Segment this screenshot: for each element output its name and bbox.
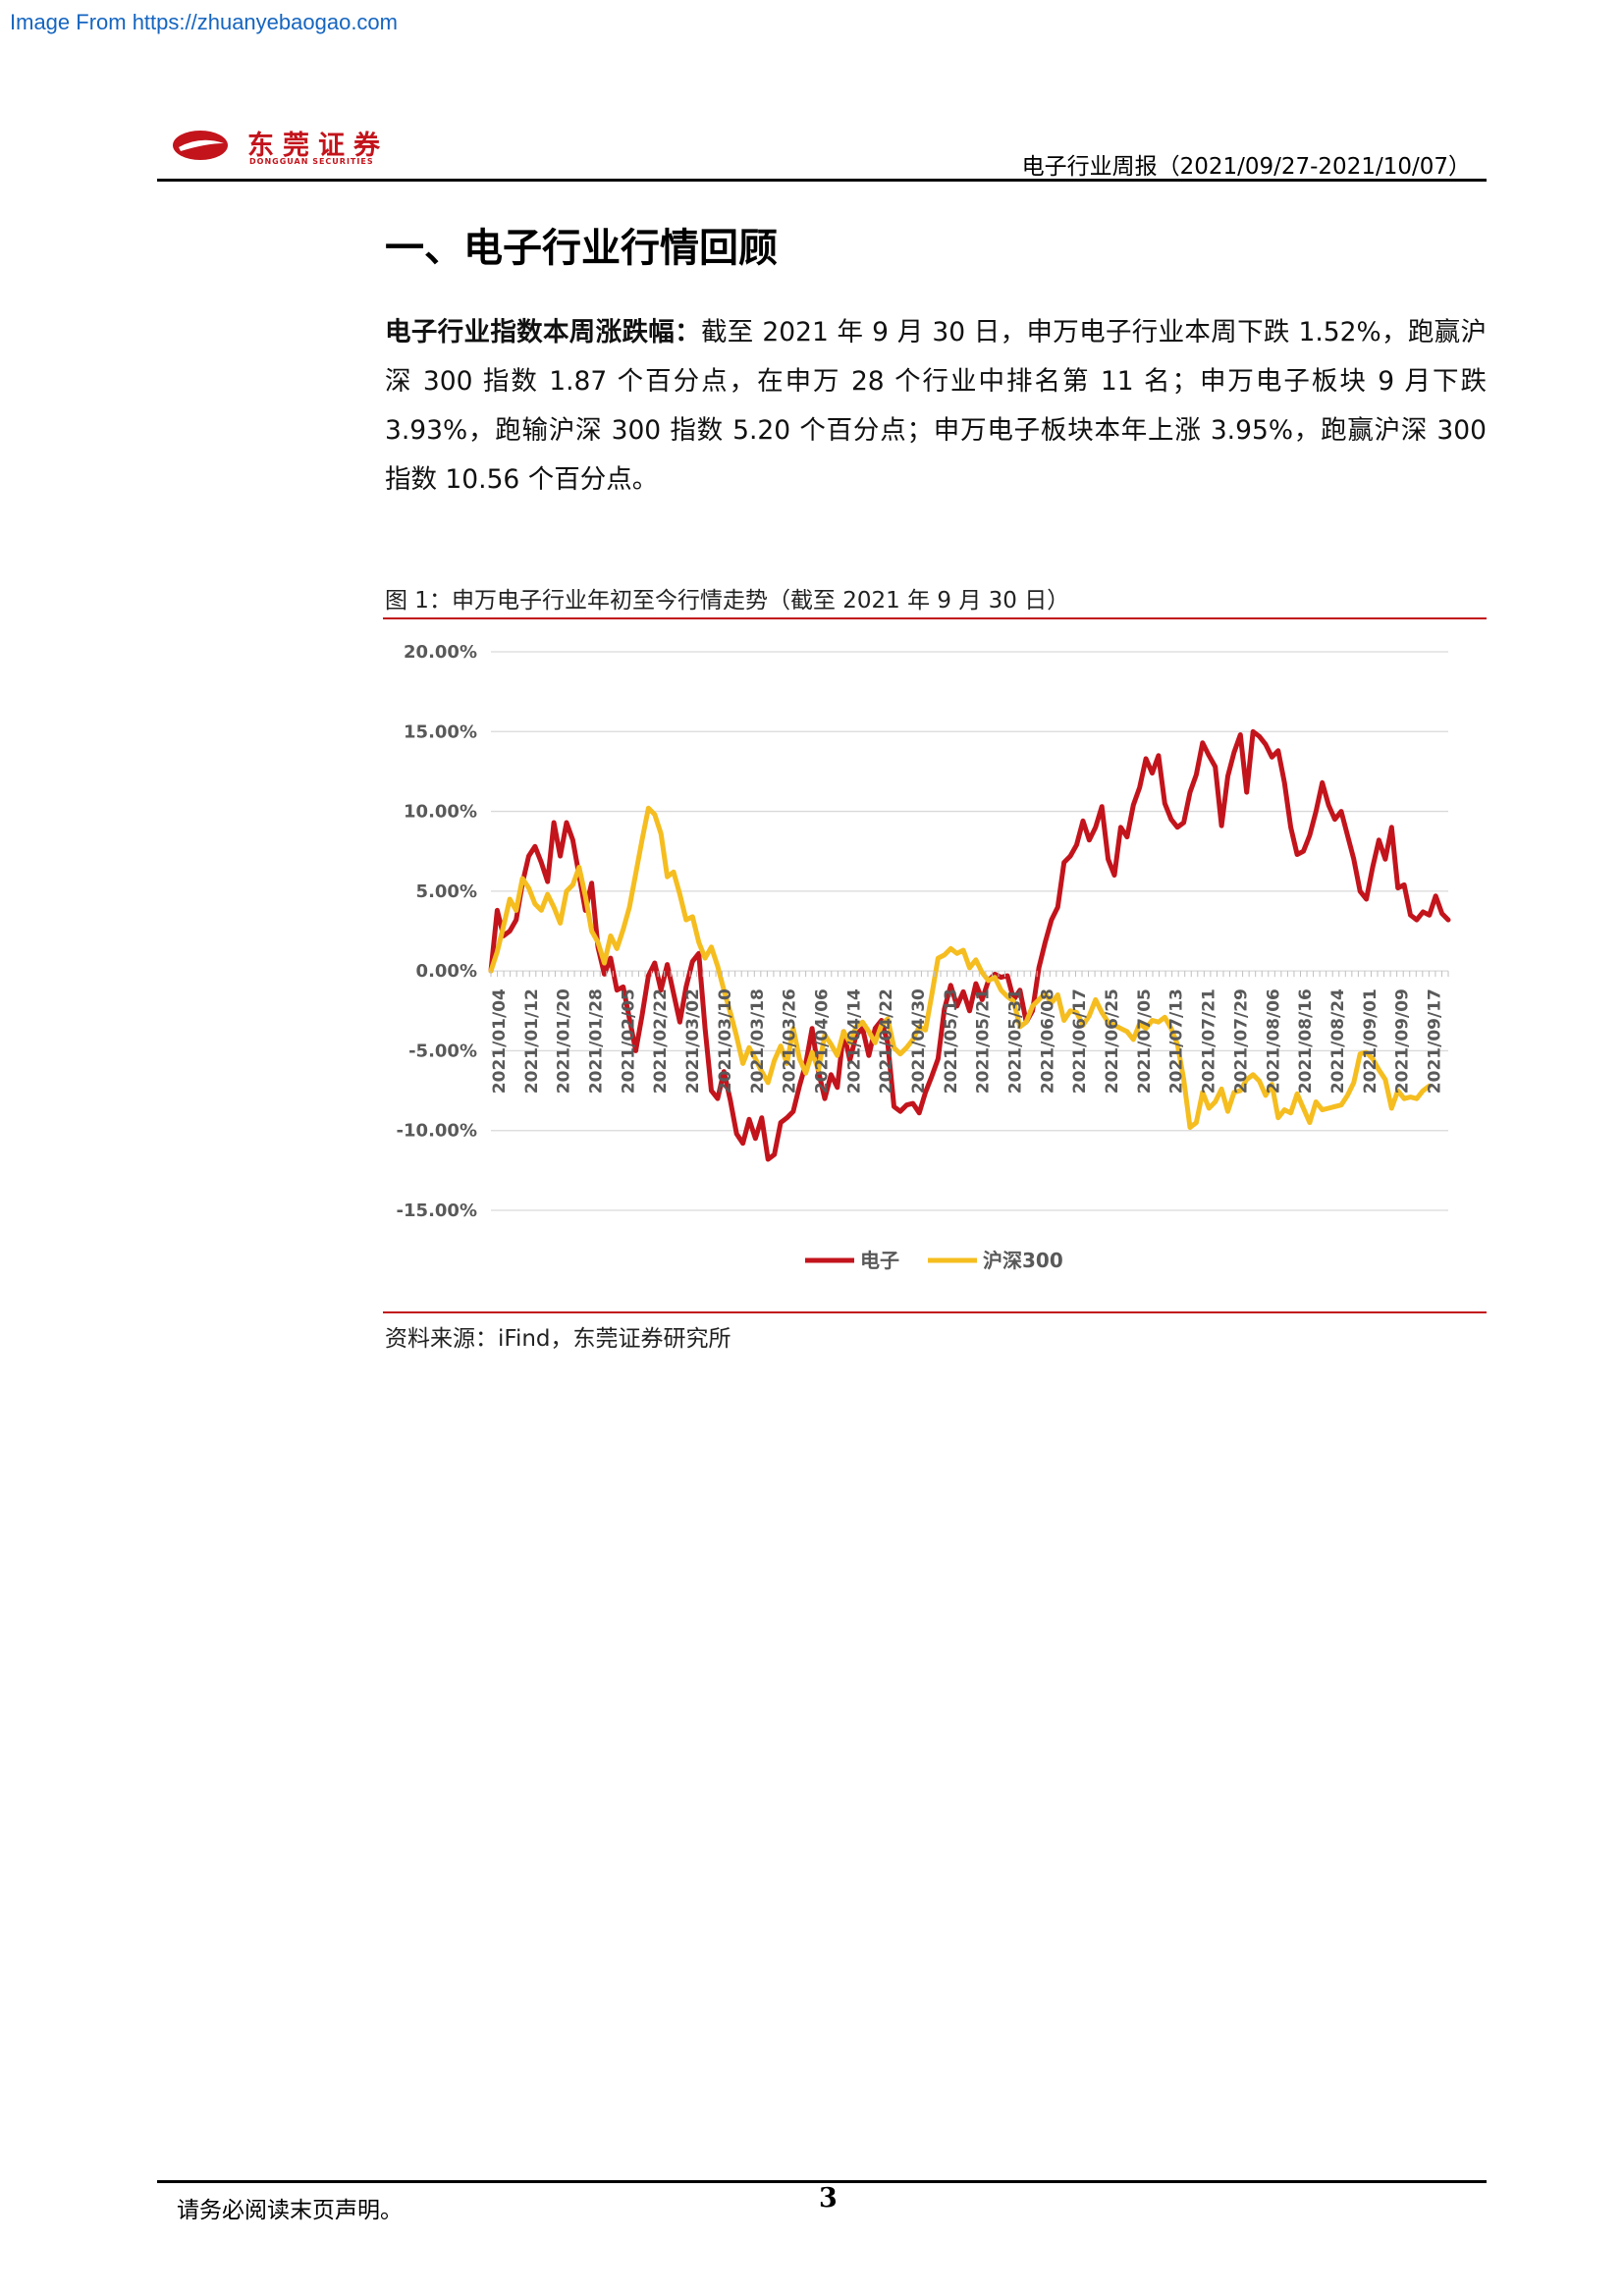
chart-y-axis: 20.00% 15.00% 10.00% 5.00% 0.00% -5.00% -10.00…: [397, 642, 477, 1221]
x-tick-label: 2021/02/05: [619, 988, 638, 1094]
y-tick-label: -15.00%: [397, 1201, 477, 1221]
chart-gridlines: [491, 651, 1448, 1211]
logo-chinese-name: 东莞证券: [247, 131, 389, 161]
footer-divider: [157, 2180, 1487, 2183]
x-tick-label: 2021/09/01: [1361, 988, 1380, 1094]
source-watermark[interactable]: Image From https://zhuanyebaogao.com: [10, 10, 398, 34]
logo-mark-icon: [173, 131, 228, 160]
x-tick-label: 2021/03/10: [716, 988, 735, 1094]
company-logo: 东莞证券 DONGGUAN SECURITIES: [167, 122, 432, 171]
x-tick-label: 2021/05/31: [1006, 988, 1026, 1094]
x-tick-label: 2021/07/05: [1135, 988, 1155, 1094]
x-tick-label: 2021/04/22: [877, 988, 896, 1094]
summary-paragraph: 电子行业指数本周涨跌幅：截至 2021 年 9 月 30 日，申万电子行业本周下…: [385, 308, 1487, 505]
x-tick-label: 2021/09/09: [1393, 988, 1413, 1094]
legend-label: 沪深300: [983, 1249, 1063, 1272]
x-tick-label: 2021/06/08: [1038, 988, 1057, 1094]
x-tick-label: 2021/02/22: [651, 988, 671, 1094]
x-tick-label: 2021/01/28: [587, 988, 607, 1094]
chart-legend: 电子 沪深300: [805, 1249, 1063, 1272]
y-tick-label: 5.00%: [416, 881, 477, 902]
x-tick-label: 2021/04/06: [812, 988, 832, 1094]
x-tick-label: 2021/01/04: [490, 988, 510, 1094]
y-tick-label: -10.00%: [397, 1121, 477, 1142]
chart-series-layer: [488, 728, 1451, 1162]
report-title: 电子行业周报（2021/09/27-2021/10/07）: [1021, 154, 1471, 180]
x-tick-label: 2021/08/06: [1264, 988, 1283, 1094]
x-tick-label: 2021/04/30: [909, 988, 929, 1094]
y-tick-label: 15.00%: [404, 721, 477, 742]
x-tick-label: 2021/04/14: [844, 988, 864, 1094]
header-divider: [157, 179, 1487, 182]
page-number: 3: [819, 2183, 838, 2214]
paragraph-lead: 电子行业指数本周涨跌幅：: [385, 317, 701, 347]
chart-x-axis: 2021/01/04 2021/01/12 2021/01/20 2021/01/28…: [490, 971, 1449, 1094]
x-tick-label: 2021/03/26: [781, 988, 800, 1094]
footer-disclaimer-note: 请务必阅读末页声明。: [177, 2198, 403, 2223]
series-line-electronics: [488, 728, 1451, 1162]
y-tick-label: -5.00%: [408, 1041, 477, 1061]
figure-source: 资料来源：iFind，东莞证券研究所: [385, 1326, 731, 1352]
x-tick-label: 2021/05/21: [974, 988, 994, 1094]
logo-english-name: DONGGUAN SECURITIES: [249, 157, 374, 166]
section-title: 一、电子行业行情回顾: [385, 226, 778, 271]
y-tick-label: 10.00%: [404, 802, 477, 823]
y-tick-label: 20.00%: [404, 642, 477, 663]
x-tick-label: 2021/07/21: [1200, 988, 1219, 1094]
x-tick-label: 2021/03/02: [683, 988, 703, 1094]
figure-caption: 图 1：申万电子行业年初至今行情走势（截至 2021 年 9 月 30 日）: [385, 588, 1070, 614]
legend-label: 电子: [860, 1249, 899, 1272]
figure-top-rule: [383, 617, 1487, 619]
x-tick-label: 2021/07/29: [1231, 988, 1251, 1094]
x-tick-label: 2021/01/12: [522, 988, 542, 1094]
series-line-csi300: [488, 805, 1433, 1130]
x-tick-label: 2021/06/25: [1103, 988, 1122, 1094]
index-trend-chart: 20.00% 15.00% 10.00% 5.00% 0.00% -5.00% -10.00…: [397, 642, 1451, 1272]
y-tick-label: 0.00%: [416, 961, 477, 982]
figure-bottom-rule: [383, 1311, 1487, 1313]
x-tick-label: 2021/06/17: [1070, 988, 1090, 1094]
x-tick-label: 2021/08/16: [1296, 988, 1316, 1094]
x-tick-label: 2021/05/13: [942, 988, 961, 1094]
x-tick-label: 2021/08/24: [1328, 988, 1348, 1094]
x-tick-label: 2021/01/20: [555, 988, 574, 1094]
x-tick-label: 2021/03/18: [748, 988, 768, 1094]
x-tick-label: 2021/07/13: [1167, 988, 1187, 1094]
paragraph-body: 截至 2021 年 9 月 30 日，申万电子行业本周下跌 1.52%，跑赢沪深…: [385, 317, 1488, 495]
x-tick-label: 2021/09/17: [1425, 988, 1444, 1094]
